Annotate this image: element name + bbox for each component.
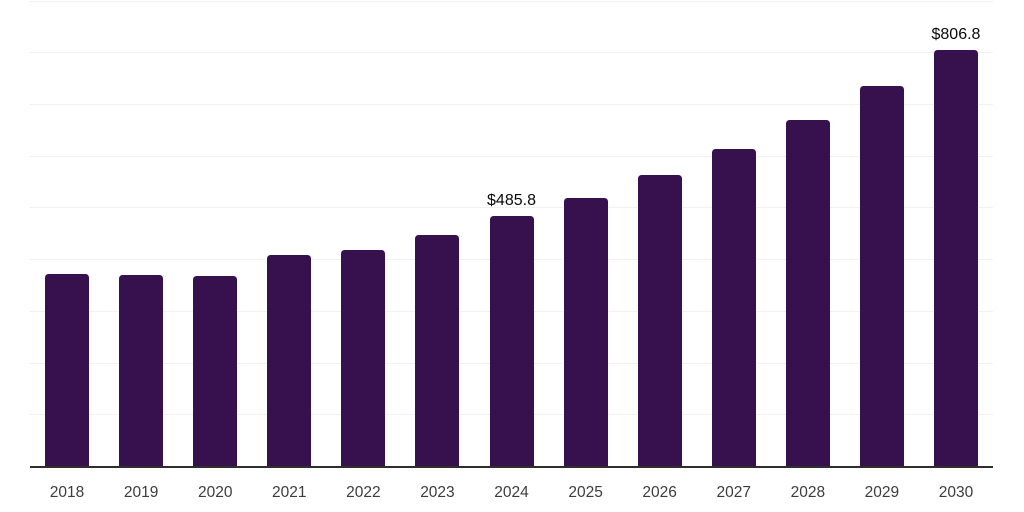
bar-column-2030: $806.8 <box>919 0 993 467</box>
bar-2022 <box>341 249 386 467</box>
bar-2024 <box>489 215 534 467</box>
x-tick-2030: 2030 <box>938 484 974 501</box>
bar-column-2026 <box>623 0 697 467</box>
x-tick-2022: 2022 <box>346 484 381 501</box>
x-tick-2023: 2023 <box>420 484 455 501</box>
bar-column-2020 <box>178 0 252 467</box>
bar-2025 <box>563 197 608 467</box>
x-axis-line <box>30 466 993 468</box>
bar-column-2023 <box>400 0 474 467</box>
bar-2023 <box>415 235 460 467</box>
gridline <box>30 0 993 2</box>
x-tick-2027: 2027 <box>716 484 751 501</box>
bar-2021 <box>267 255 312 467</box>
gridline <box>30 104 993 105</box>
plot-area: $485.8 $806.8 <box>30 0 993 467</box>
bar-column-2024: $485.8 <box>474 0 548 467</box>
x-tick-2029: 2029 <box>864 484 900 501</box>
bar-column-2021 <box>252 0 326 467</box>
bar-column-2022 <box>326 0 400 467</box>
bar-2030 <box>933 49 978 467</box>
bar-value-label-2030: $806.8 <box>931 25 981 43</box>
bar-column-2025 <box>549 0 623 467</box>
gridline <box>30 207 993 209</box>
bar-value-label-2024: $485.8 <box>487 191 536 209</box>
x-ticks-row: 2018 2019 2020 2021 2022 2023 2024 2025 2026 2027… <box>30 484 993 501</box>
x-tick-2025: 2025 <box>568 484 603 501</box>
x-tick-2021: 2021 <box>272 484 307 501</box>
x-tick-2019: 2019 <box>123 484 159 501</box>
x-tick-2020: 2020 <box>197 484 233 501</box>
bar-2018 <box>45 274 90 467</box>
bar-column-2029 <box>845 0 919 467</box>
gridline <box>30 52 993 54</box>
x-tick-2028: 2028 <box>790 484 826 501</box>
bar-2020 <box>193 275 238 467</box>
bar-column-2019 <box>104 0 178 467</box>
gridline <box>30 155 993 157</box>
bar-column-2028 <box>771 0 845 467</box>
bar-2027 <box>711 148 756 467</box>
x-tick-2024: 2024 <box>494 484 529 501</box>
bars-row: $485.8 $806.8 <box>30 0 993 467</box>
bar-2019 <box>119 275 164 467</box>
bar-column-2027 <box>697 0 771 467</box>
x-tick-2018: 2018 <box>49 484 85 501</box>
x-tick-2026: 2026 <box>642 484 677 501</box>
bar-2026 <box>637 174 682 467</box>
bar-2028 <box>785 119 830 467</box>
bar-2029 <box>859 86 904 467</box>
bar-column-2018 <box>30 0 104 467</box>
